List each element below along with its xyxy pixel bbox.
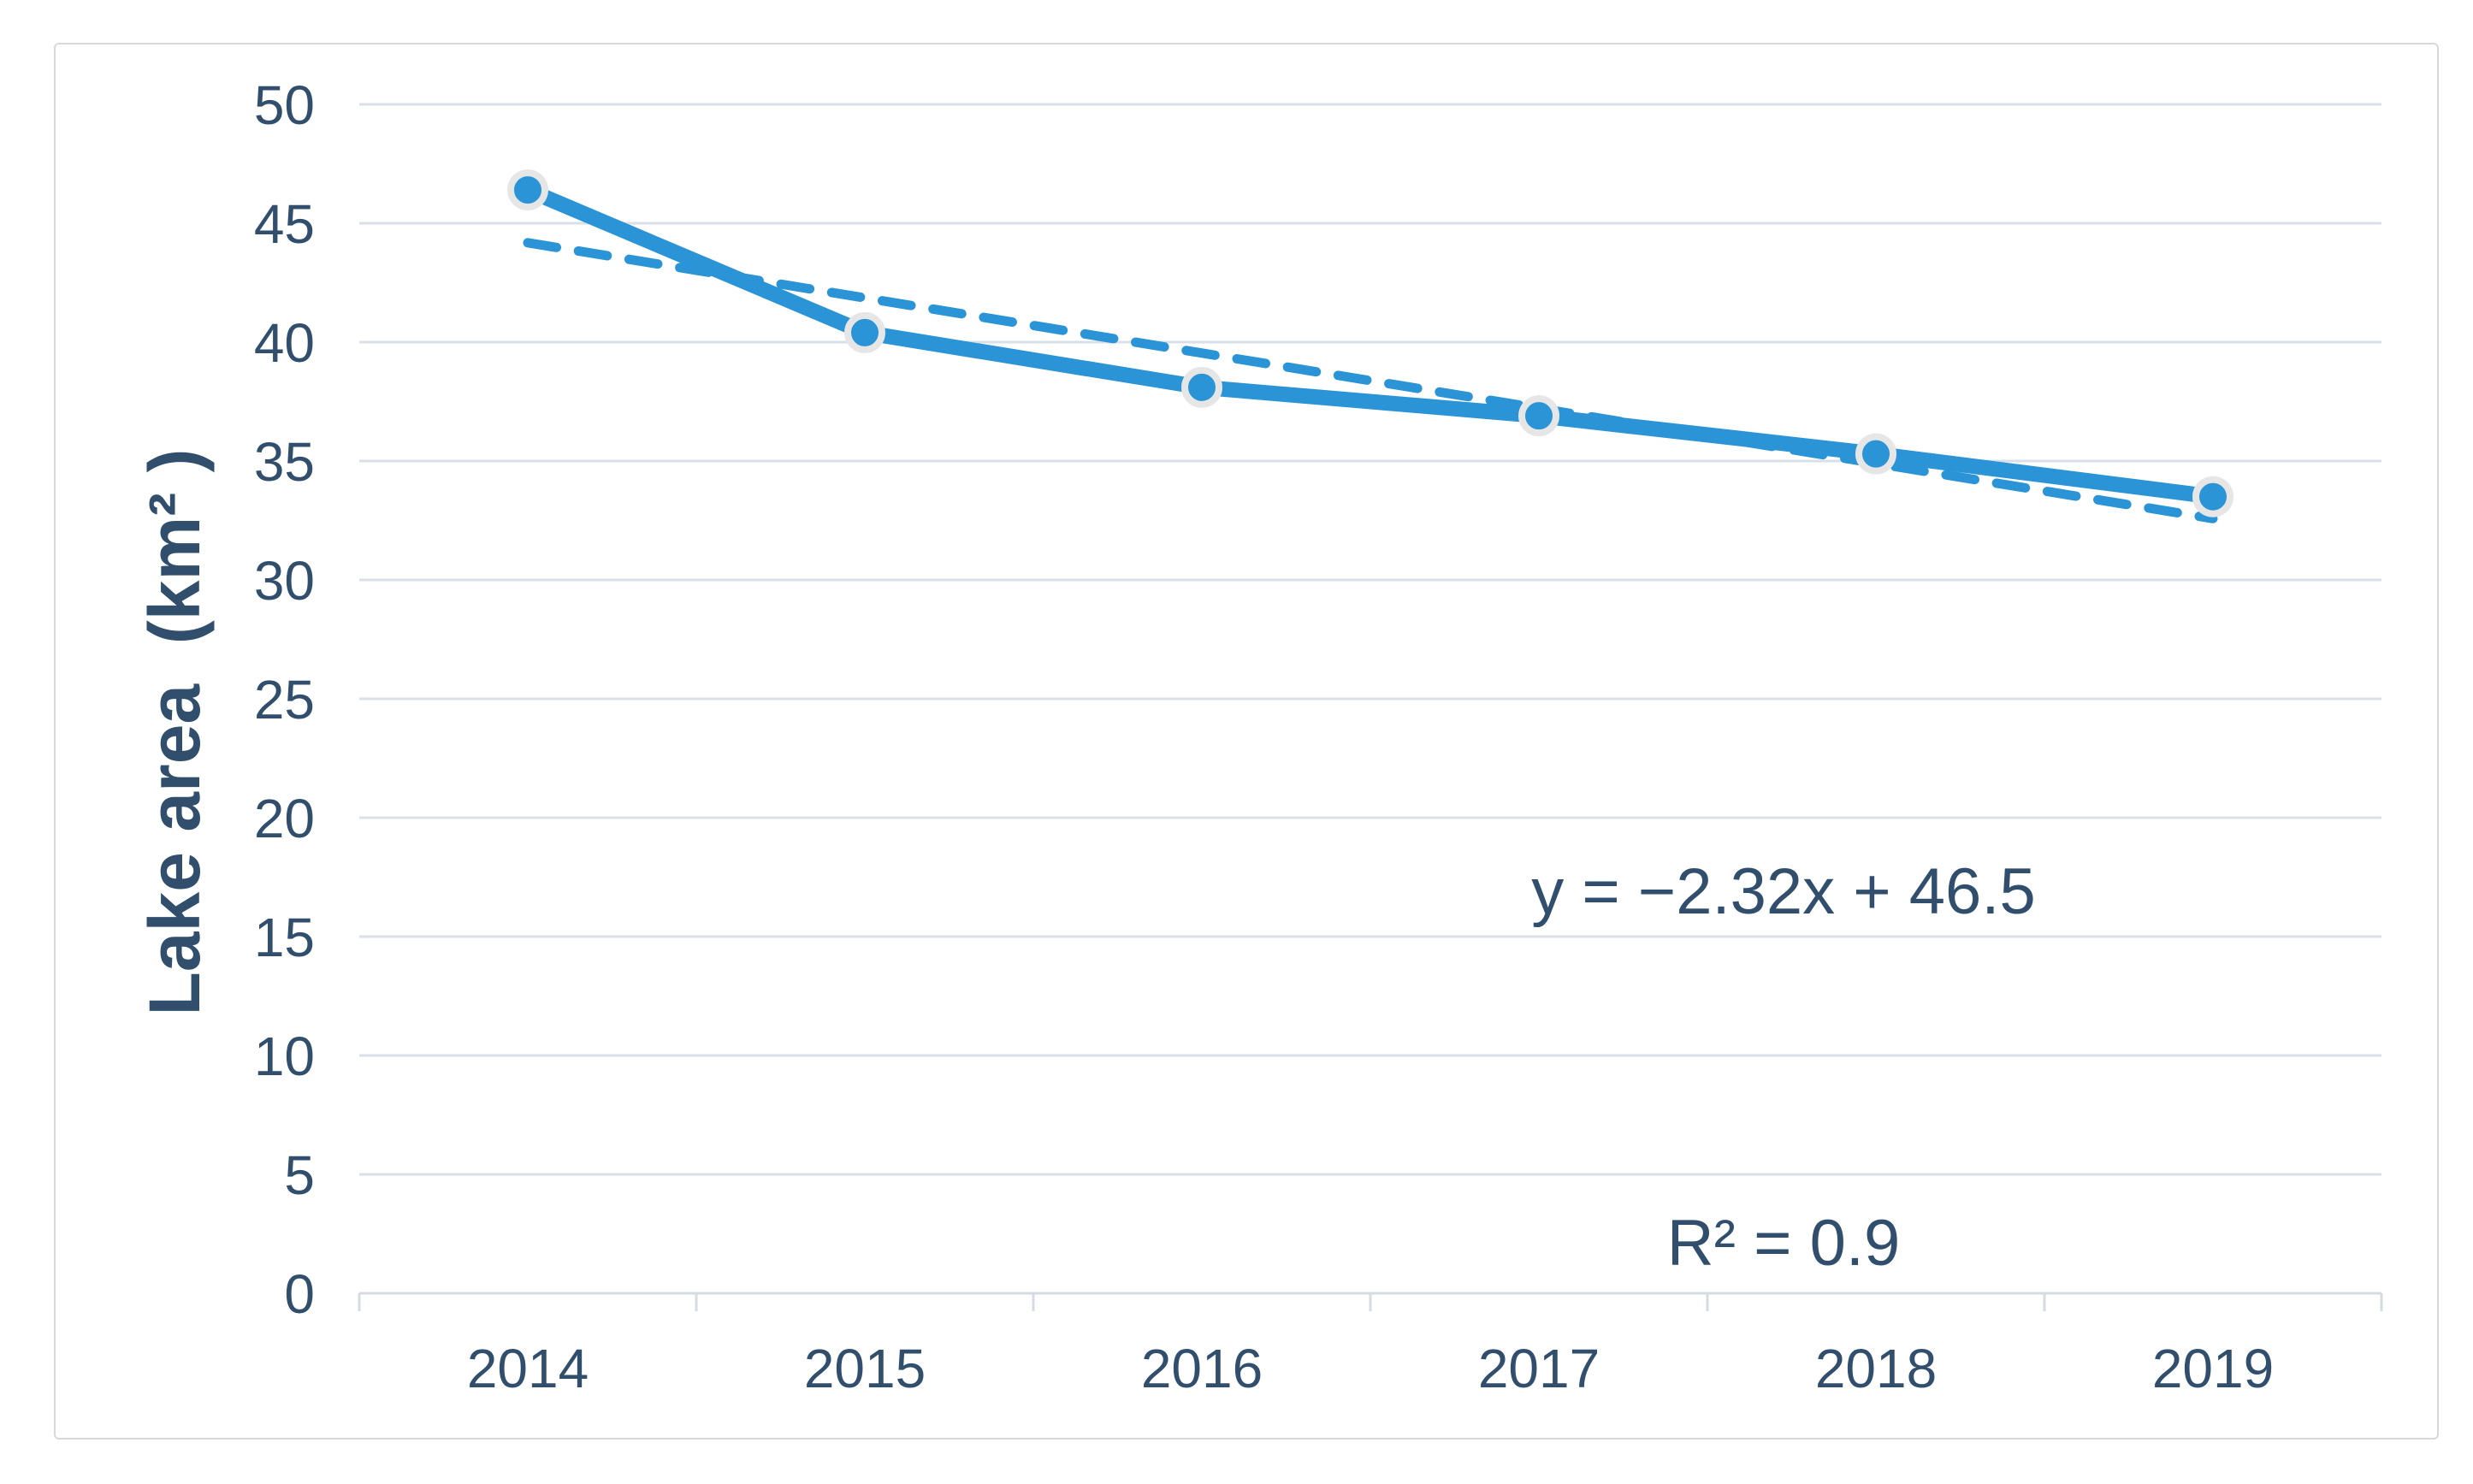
annotation-equation: y = −2.32x + 46.5 [1531, 855, 2036, 928]
y-tick-label: 5 [284, 1144, 315, 1206]
y-tick-label: 0 [284, 1263, 315, 1325]
data-point-2019 [2192, 476, 2233, 517]
y-tick-label: 30 [254, 550, 315, 612]
y-axis-title: Lake area (km² ) [134, 448, 215, 1016]
x-tick-label: 2017 [1478, 1338, 1600, 1399]
trendline-annotation: y = −2.32x + 46.5 R² = 0.9 p-value = 0.0… [1454, 599, 2113, 1484]
data-point-2014 [507, 169, 548, 211]
y-tick-label: 35 [254, 431, 315, 493]
y-tick-label: 25 [254, 669, 315, 730]
y-tick-label: 40 [254, 312, 315, 374]
x-tick-label: 2015 [804, 1338, 926, 1399]
chart-frame [54, 43, 2439, 1440]
y-tick-label: 45 [254, 193, 315, 255]
data-line [520, 182, 2221, 505]
x-tick-label: 2019 [2152, 1338, 2274, 1399]
data-point-2017 [1518, 395, 1559, 437]
y-tick-label: 50 [254, 74, 315, 136]
annotation-r-squared: R² = 0.9 [1666, 1207, 1901, 1280]
y-tick-label: 15 [254, 907, 315, 968]
data-point-2015 [844, 311, 885, 353]
data-point-2016 [1181, 366, 1222, 408]
x-tick-label: 2018 [1815, 1338, 1937, 1399]
x-tick-label: 2014 [467, 1338, 589, 1399]
y-tick-label: 20 [254, 788, 315, 849]
x-tick-label: 2016 [1141, 1338, 1263, 1399]
y-tick-label: 10 [254, 1026, 315, 1087]
data-point-2018 [1855, 433, 1896, 475]
trendline [523, 238, 2218, 523]
